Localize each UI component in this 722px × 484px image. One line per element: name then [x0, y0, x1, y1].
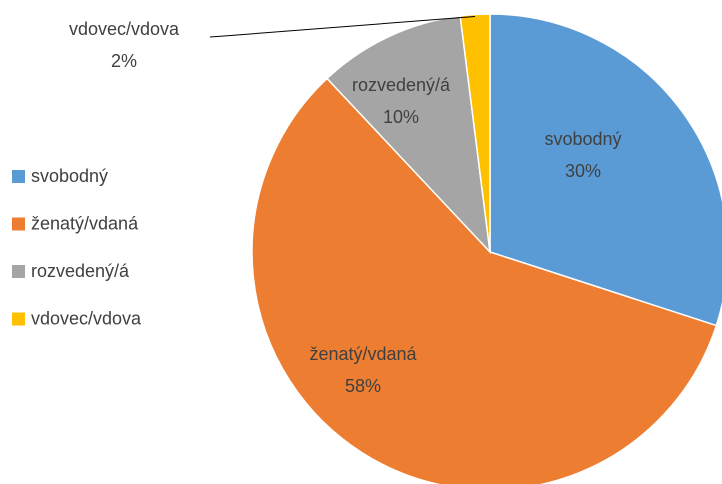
- slice-label: svobodný: [544, 129, 621, 149]
- slice-label: ženatý/vdaná: [309, 344, 417, 364]
- legend-label: vdovec/vdova: [31, 308, 142, 328]
- slice-value-label: 58%: [345, 376, 381, 396]
- pie-slice: [251, 77, 718, 484]
- legend: svobodný ženatý/vdaná rozvedený/á vdovec/vd…: [12, 166, 142, 328]
- legend-label: svobodný: [31, 166, 108, 186]
- slice-label: rozvedený/á: [352, 75, 451, 95]
- slice-value-label: 30%: [565, 161, 601, 181]
- slice-labels: svobodný 30% ženatý/vdaná 58% rozvedený/á 10%…: [69, 15, 622, 396]
- slice-value-label: 2%: [111, 51, 137, 71]
- slice-value-label: 10%: [383, 107, 419, 127]
- legend-label: rozvedený/á: [31, 261, 130, 281]
- pie-slice: [326, 15, 492, 255]
- legend-swatch: [12, 312, 25, 326]
- leader-line: [209, 15, 476, 38]
- slice-label: vdovec/vdova: [69, 19, 180, 39]
- pie: [251, 13, 722, 484]
- pie-slice: [459, 13, 491, 253]
- legend-label: ženatý/vdaná: [31, 213, 139, 233]
- legend-swatch: [12, 265, 25, 278]
- legend-swatch: [12, 217, 25, 231]
- legend-swatch: [12, 170, 25, 183]
- pie-slice: [489, 13, 722, 327]
